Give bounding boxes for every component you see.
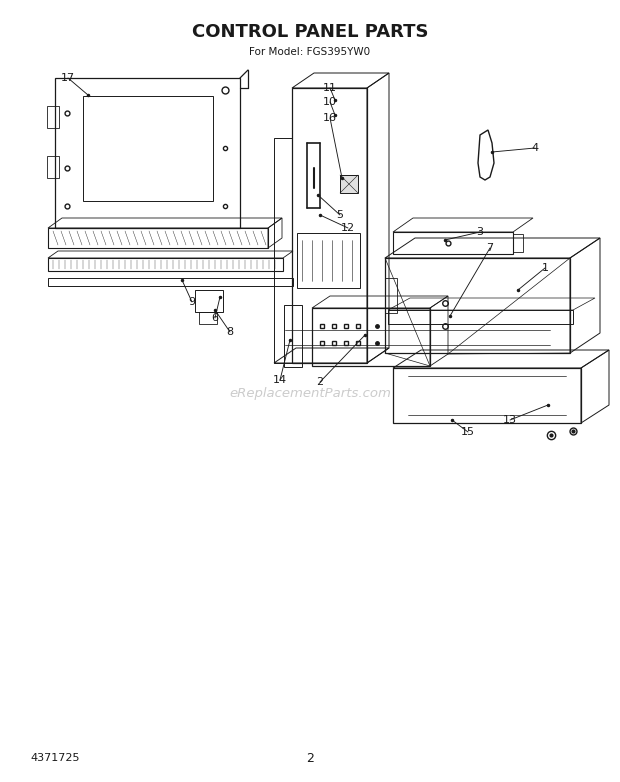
- Text: 16: 16: [323, 113, 337, 123]
- Text: 10: 10: [323, 97, 337, 107]
- Text: eReplacementParts.com: eReplacementParts.com: [229, 386, 391, 400]
- Text: CONTROL PANEL PARTS: CONTROL PANEL PARTS: [192, 23, 428, 41]
- Text: 17: 17: [61, 73, 75, 83]
- Text: 14: 14: [273, 375, 287, 385]
- Text: 6: 6: [211, 313, 218, 323]
- Text: 11: 11: [323, 83, 337, 93]
- Text: 7: 7: [487, 243, 494, 253]
- Polygon shape: [340, 175, 358, 193]
- Text: 13: 13: [503, 415, 517, 425]
- Text: 3: 3: [477, 227, 484, 237]
- Text: 4: 4: [531, 143, 539, 153]
- Text: 1: 1: [541, 263, 549, 273]
- Text: 5: 5: [337, 210, 343, 220]
- Text: 9: 9: [188, 297, 195, 307]
- Text: 4371725: 4371725: [30, 753, 79, 763]
- Text: 2: 2: [306, 752, 314, 765]
- Text: 8: 8: [226, 327, 234, 337]
- Text: 2: 2: [316, 377, 324, 387]
- Text: For Model: FGS395YW0: For Model: FGS395YW0: [249, 47, 371, 57]
- Text: 12: 12: [341, 223, 355, 233]
- Text: 15: 15: [461, 427, 475, 437]
